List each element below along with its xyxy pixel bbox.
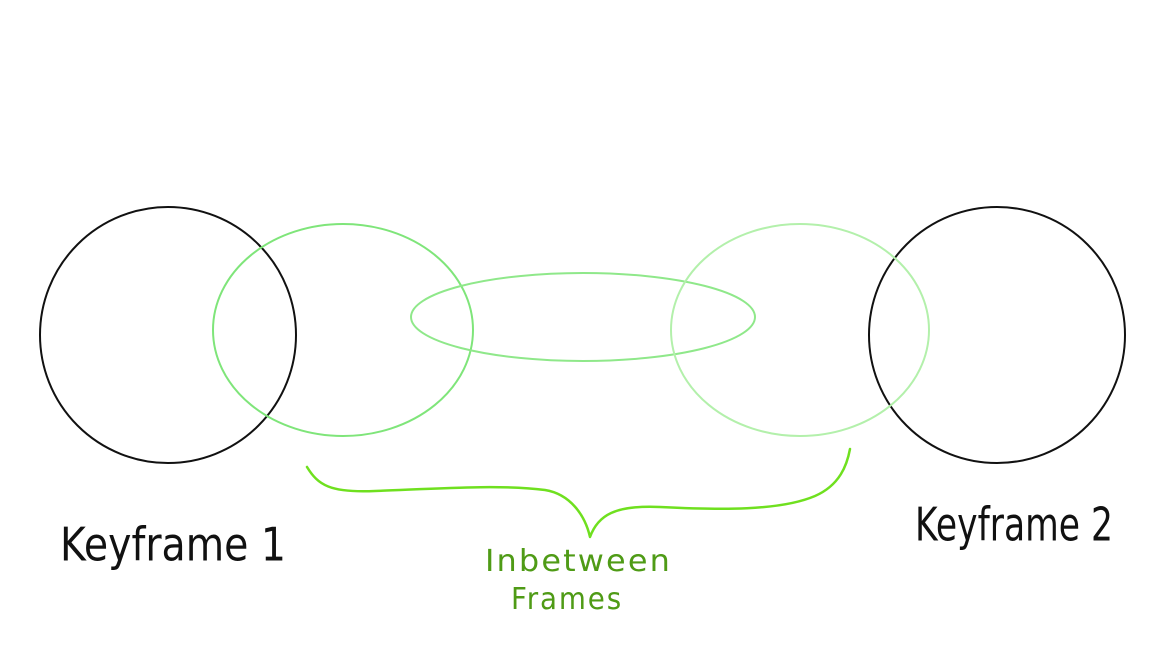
inbetween-brace (305, 447, 852, 539)
keyframe-1-label: Keyframe 1 (60, 518, 286, 572)
inbetween-frame-2 (410, 272, 756, 362)
inbetween-label-line-1: Inbetween (485, 544, 672, 579)
inbetween-label-line-2: Frames (511, 582, 623, 617)
inbetween-frame-1 (212, 223, 474, 437)
keyframe-2-circle (868, 206, 1126, 464)
keyframe-1-circle (39, 206, 297, 464)
keyframe-2-label: Keyframe 2 (915, 498, 1113, 552)
inbetween-frame-3 (670, 223, 930, 437)
